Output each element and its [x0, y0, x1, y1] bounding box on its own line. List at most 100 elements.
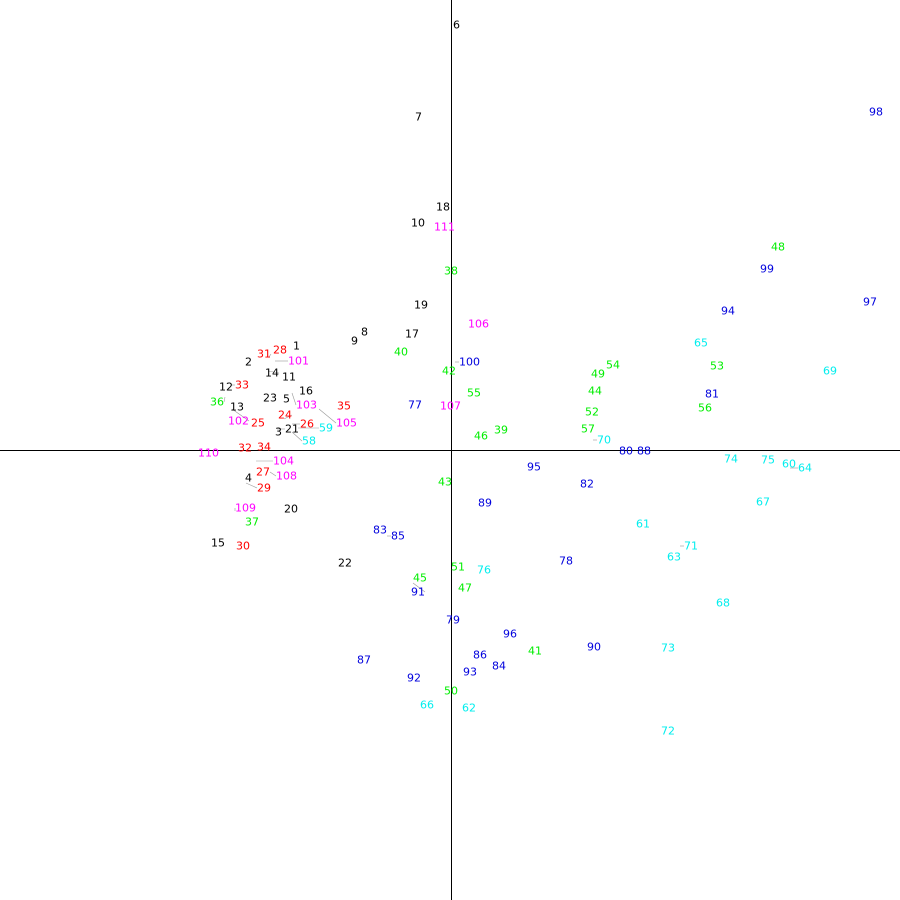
data-point-1: 1: [293, 340, 300, 353]
data-point-104: 104: [273, 455, 294, 468]
data-point-51: 51: [451, 561, 465, 574]
data-point-30: 30: [236, 540, 250, 553]
data-point-75: 75: [761, 454, 775, 467]
data-point-94: 94: [721, 305, 735, 318]
data-point-47: 47: [458, 582, 472, 595]
data-point-99: 99: [760, 263, 774, 276]
data-point-110: 110: [198, 447, 219, 460]
data-point-103: 103: [296, 399, 317, 412]
data-point-107: 107: [440, 400, 461, 413]
data-point-67: 67: [756, 496, 770, 509]
data-point-74: 74: [724, 453, 738, 466]
data-point-87: 87: [357, 654, 371, 667]
data-point-50: 50: [444, 685, 458, 698]
data-point-9: 9: [351, 335, 358, 348]
data-point-92: 92: [407, 672, 421, 685]
data-point-8: 8: [361, 326, 368, 339]
data-point-70: 70: [597, 434, 611, 447]
data-point-58: 58: [302, 435, 316, 448]
data-point-10: 10: [411, 217, 425, 230]
data-point-48: 48: [771, 241, 785, 254]
data-point-95: 95: [527, 461, 541, 474]
data-point-13: 13: [230, 401, 244, 414]
leader-line-24: [283, 414, 293, 420]
data-point-62: 62: [462, 702, 476, 715]
data-point-43: 43: [438, 476, 452, 489]
data-point-81: 81: [705, 388, 719, 401]
data-point-6: 6: [453, 19, 460, 32]
data-point-52: 52: [585, 406, 599, 419]
data-point-97: 97: [863, 296, 877, 309]
data-point-45: 45: [413, 572, 427, 585]
data-point-18: 18: [436, 201, 450, 214]
data-point-80: 80: [619, 445, 633, 458]
data-point-53: 53: [710, 360, 724, 373]
data-point-49: 49: [591, 368, 605, 381]
data-point-20: 20: [284, 503, 298, 516]
leader-line-31: [268, 353, 272, 358]
data-point-84: 84: [492, 660, 506, 673]
data-point-108: 108: [276, 470, 297, 483]
leader-line-108: [269, 471, 277, 477]
data-point-98: 98: [869, 106, 883, 119]
data-point-40: 40: [394, 346, 408, 359]
data-point-16: 16: [299, 385, 313, 398]
data-point-26: 26: [300, 418, 314, 431]
data-point-69: 69: [823, 365, 837, 378]
data-point-21: 21: [285, 423, 299, 436]
data-point-54: 54: [606, 359, 620, 372]
data-point-44: 44: [588, 385, 602, 398]
leader-line-91: [412, 582, 426, 593]
data-point-106: 106: [468, 318, 489, 331]
data-point-85: 85: [391, 530, 405, 543]
data-point-78: 78: [559, 555, 573, 568]
data-point-61: 61: [636, 518, 650, 531]
data-point-56: 56: [698, 402, 712, 415]
data-point-77: 77: [408, 399, 422, 412]
data-point-101: 101: [288, 355, 309, 368]
data-point-88: 88: [637, 445, 651, 458]
data-point-15: 15: [211, 537, 225, 550]
data-point-32: 32: [238, 442, 252, 455]
data-point-111: 111: [434, 221, 455, 234]
data-point-46: 46: [474, 430, 488, 443]
data-point-57: 57: [581, 423, 595, 436]
data-point-12: 12: [219, 381, 233, 394]
data-point-11: 11: [282, 371, 296, 384]
leader-line-14: [267, 370, 280, 374]
data-point-3: 3: [275, 426, 282, 439]
data-point-31: 31: [257, 348, 271, 361]
data-point-27: 27: [256, 466, 270, 479]
data-point-86: 86: [473, 649, 487, 662]
data-point-105: 105: [336, 417, 357, 430]
data-point-37: 37: [245, 516, 259, 529]
data-point-91: 91: [411, 586, 425, 599]
leader-line-103: [291, 392, 297, 406]
data-point-42: 42: [442, 365, 456, 378]
data-point-41: 41: [528, 645, 542, 658]
leader-line-102: [231, 408, 250, 422]
data-point-33: 33: [235, 379, 249, 392]
data-point-90: 90: [587, 641, 601, 654]
data-point-39: 39: [494, 424, 508, 437]
data-point-64: 64: [798, 462, 812, 475]
data-point-25: 25: [251, 417, 265, 430]
data-point-73: 73: [661, 642, 675, 655]
data-point-93: 93: [463, 666, 477, 679]
label-leader-lines: [223, 353, 798, 593]
data-point-24: 24: [278, 409, 292, 422]
data-point-89: 89: [478, 497, 492, 510]
data-point-55: 55: [467, 387, 481, 400]
data-point-63: 63: [667, 551, 681, 564]
data-point-35: 35: [337, 400, 351, 413]
leader-line-36: [223, 396, 226, 403]
leader-line-58: [291, 431, 303, 442]
data-point-17: 17: [405, 328, 419, 341]
data-point-19: 19: [414, 299, 428, 312]
data-point-100: 100: [459, 356, 480, 369]
data-point-66: 66: [420, 699, 434, 712]
data-point-60: 60: [782, 458, 796, 471]
data-point-4: 4: [245, 472, 252, 485]
data-point-14: 14: [265, 367, 279, 380]
